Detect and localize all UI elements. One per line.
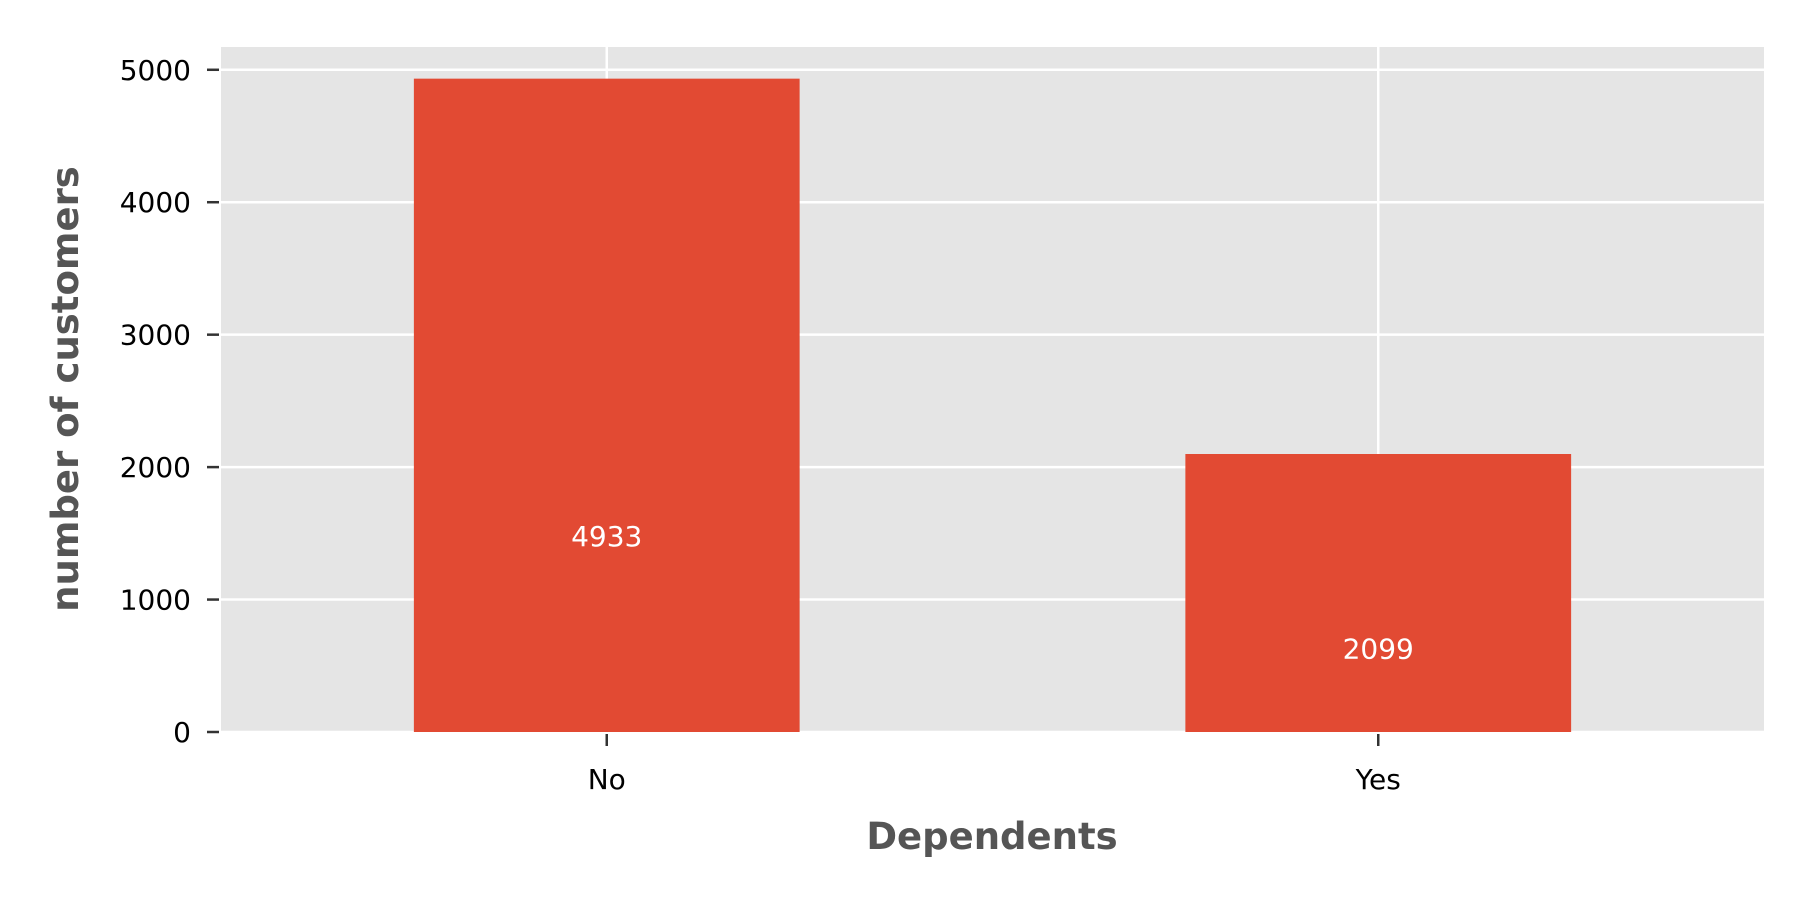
y-tick-label: 1000: [120, 584, 191, 617]
bar-yes: [1185, 454, 1572, 732]
bar-no: [413, 78, 800, 732]
x-tick-label: No: [588, 763, 626, 796]
bar-value-label: 4933: [571, 520, 642, 553]
x-axis-title: Dependents: [866, 815, 1117, 858]
y-tick-label: 3000: [120, 319, 191, 352]
bars: [413, 78, 1572, 732]
y-tick-label: 5000: [120, 54, 191, 87]
axis-ticks: 0 1000 2000 3000 4000 5000 No Yes: [120, 54, 1401, 796]
y-tick-label: 2000: [120, 451, 191, 484]
y-tick-label: 4000: [120, 186, 191, 219]
data-labels: 4933 2099: [571, 520, 1414, 666]
x-tick-label: Yes: [1355, 763, 1401, 796]
y-axis-title: number of customers: [44, 166, 87, 612]
y-tick-label: 0: [173, 716, 191, 749]
bar-value-label: 2099: [1343, 633, 1414, 666]
